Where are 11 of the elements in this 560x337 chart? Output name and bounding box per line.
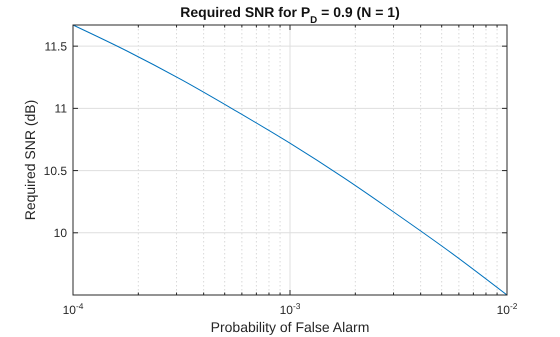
y-tick-label: 10 — [54, 226, 68, 240]
x-axis-title: Probability of False Alarm — [210, 319, 370, 335]
chart-title: Required SNR for P$_{D}$ = 0.9 (N = 1) — [180, 4, 400, 26]
y-tick-label: 11.5 — [44, 39, 68, 54]
x-tick-label: 10$^{-2}$ — [496, 301, 518, 317]
x-tick-label: 10$^{-3}$ — [280, 301, 301, 317]
line-series — [72, 24, 508, 296]
y-tick-label: 10.5 — [44, 164, 68, 178]
x-tick-label: 10$^{-4}$ — [62, 301, 84, 317]
y-axis-title: Required SNR (dB) — [22, 100, 38, 220]
y-tick-label: 11 — [54, 102, 68, 116]
